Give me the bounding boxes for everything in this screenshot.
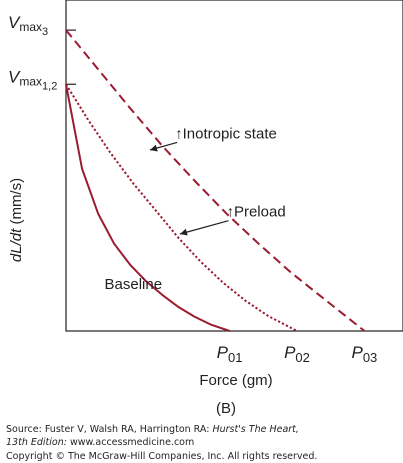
y-ticks: Vmax3 Vmax1,2 <box>8 13 76 92</box>
series-group <box>65 29 366 332</box>
y-axis-label-unit: (mm/s) <box>8 178 25 229</box>
x-tick-label-1: P02 <box>284 343 310 365</box>
x-tick-label-0: P01 <box>217 343 243 365</box>
source-prefix: Source: Fuster V, Walsh RA, Harrington R… <box>6 424 213 435</box>
panel-label: (B) <box>216 400 236 417</box>
x-tick-label-2: P03 <box>351 343 377 365</box>
source-url: www.accessmedicine.com <box>66 437 195 448</box>
source-line-3: Copyright © The McGraw-Hill Companies, I… <box>6 451 318 462</box>
source-line-2: 13th Edition: www.accessmedicine.com <box>6 437 194 448</box>
preload-leader-arrow-head <box>180 228 188 236</box>
y-tick-label-0: Vmax3 <box>8 13 48 38</box>
series-label-inotropic-state: ↑Inotropic state <box>175 125 277 142</box>
series-line-baseline <box>65 84 231 332</box>
source-line-1: Source: Fuster V, Walsh RA, Harrington R… <box>6 424 299 435</box>
source-edition: 13th Edition: <box>6 437 67 448</box>
x-ticks: P01 P02 P03 <box>217 343 378 365</box>
x-axis-label: Force (gm) <box>199 372 272 389</box>
preload-leader-arrow <box>179 220 229 235</box>
series-label-preload: ↑Preload <box>226 204 285 221</box>
chart: Vmax3 Vmax1,2 P01 P02 P03 Baseline ↑Preload ↑… <box>8 0 403 417</box>
inotropic-leader-arrow-head <box>150 144 158 152</box>
y-tick-label-1: Vmax1,2 <box>8 67 57 92</box>
series-label-baseline: Baseline <box>105 276 163 293</box>
y-axis-label: dL/dt (mm/s) <box>8 178 25 262</box>
series-line-inotropic-state <box>65 29 366 332</box>
y-axis-label-italic: dL/dt <box>8 228 25 262</box>
series-labels: Baseline ↑Preload ↑Inotropic state <box>105 125 286 292</box>
series-line-preload <box>65 83 298 332</box>
source-title: Hurst's The Heart, <box>212 424 299 435</box>
plot-frame <box>65 0 403 332</box>
